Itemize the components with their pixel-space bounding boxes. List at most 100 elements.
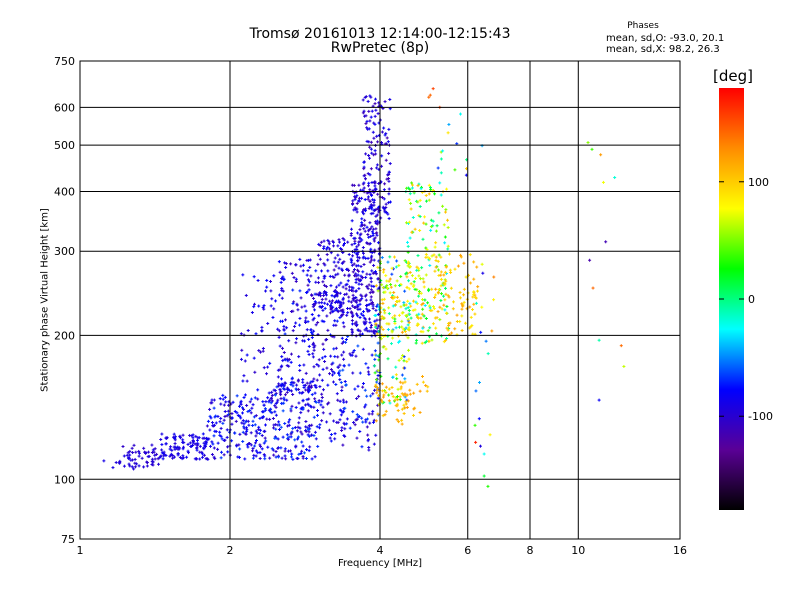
data-point [263, 407, 267, 411]
data-point [333, 319, 337, 323]
data-point [303, 319, 307, 323]
data-point [291, 302, 295, 306]
data-point [195, 446, 199, 450]
data-point [341, 443, 345, 447]
data-point [417, 274, 421, 278]
data-point [345, 292, 349, 296]
data-point [301, 380, 305, 384]
data-point [388, 277, 392, 281]
data-point [463, 321, 467, 325]
data-point [355, 413, 359, 417]
data-point [356, 277, 360, 281]
data-point [407, 279, 411, 283]
data-point [247, 423, 251, 427]
data-point [342, 357, 346, 361]
data-point [321, 308, 325, 312]
data-point [488, 433, 492, 437]
data-point [355, 298, 359, 302]
data-point [296, 308, 300, 312]
data-point [421, 330, 425, 334]
data-point [439, 255, 443, 259]
data-point [423, 298, 427, 302]
data-point [299, 452, 303, 456]
data-point [145, 464, 149, 468]
data-point [226, 409, 230, 413]
data-point [393, 317, 397, 321]
data-point [342, 421, 346, 425]
data-point [315, 413, 319, 417]
data-point [225, 435, 229, 439]
data-point [404, 326, 408, 330]
data-point [151, 448, 155, 452]
data-point [280, 286, 284, 290]
data-point [356, 255, 360, 259]
data-point [284, 457, 288, 461]
data-point [224, 400, 228, 404]
data-point [358, 199, 362, 203]
data-point [473, 423, 477, 427]
data-point [445, 304, 449, 308]
data-point [382, 270, 386, 274]
data-point [347, 363, 351, 367]
data-point [477, 380, 481, 384]
data-point [274, 401, 278, 405]
data-point [433, 316, 437, 320]
data-point [302, 385, 306, 389]
data-point [428, 257, 432, 261]
data-point [399, 305, 403, 309]
data-point [371, 211, 375, 215]
data-point [367, 229, 371, 233]
data-point [311, 379, 315, 383]
data-point [471, 308, 475, 312]
data-point [345, 267, 349, 271]
data-point [351, 410, 355, 414]
data-point [376, 396, 380, 400]
data-point [380, 130, 384, 134]
data-point [269, 401, 273, 405]
data-point [333, 355, 337, 359]
data-point [406, 323, 410, 327]
data-point [351, 254, 355, 258]
data-point [181, 454, 185, 458]
data-point [353, 197, 357, 201]
data-point [276, 398, 280, 402]
data-point [186, 442, 190, 446]
data-point [304, 309, 308, 313]
data-point [321, 405, 325, 409]
data-point [389, 283, 393, 287]
data-point [476, 285, 480, 289]
data-point [309, 404, 313, 408]
data-point [210, 421, 214, 425]
data-point [288, 418, 292, 422]
data-point [360, 221, 364, 225]
data-point [441, 204, 445, 208]
data-point [258, 451, 262, 455]
data-point [202, 453, 206, 457]
data-point [354, 264, 358, 268]
data-point [434, 255, 438, 259]
data-point [352, 420, 356, 424]
data-point [379, 310, 383, 314]
data-point [461, 304, 465, 308]
data-point [365, 329, 369, 333]
data-point [263, 429, 267, 433]
data-point [278, 344, 282, 348]
data-point [359, 312, 363, 316]
data-point [370, 284, 374, 288]
data-point [411, 285, 415, 289]
data-point [259, 444, 263, 448]
data-point [297, 416, 301, 420]
data-point [413, 287, 417, 291]
data-point [438, 181, 442, 185]
data-point [393, 398, 397, 402]
data-point [341, 398, 345, 402]
data-point [186, 451, 190, 455]
data-point [364, 362, 368, 366]
data-point [318, 373, 322, 377]
data-point [613, 176, 617, 180]
data-point [350, 243, 354, 247]
data-point [350, 183, 354, 187]
data-point [365, 417, 369, 421]
data-point [361, 246, 365, 250]
data-point [333, 256, 337, 260]
